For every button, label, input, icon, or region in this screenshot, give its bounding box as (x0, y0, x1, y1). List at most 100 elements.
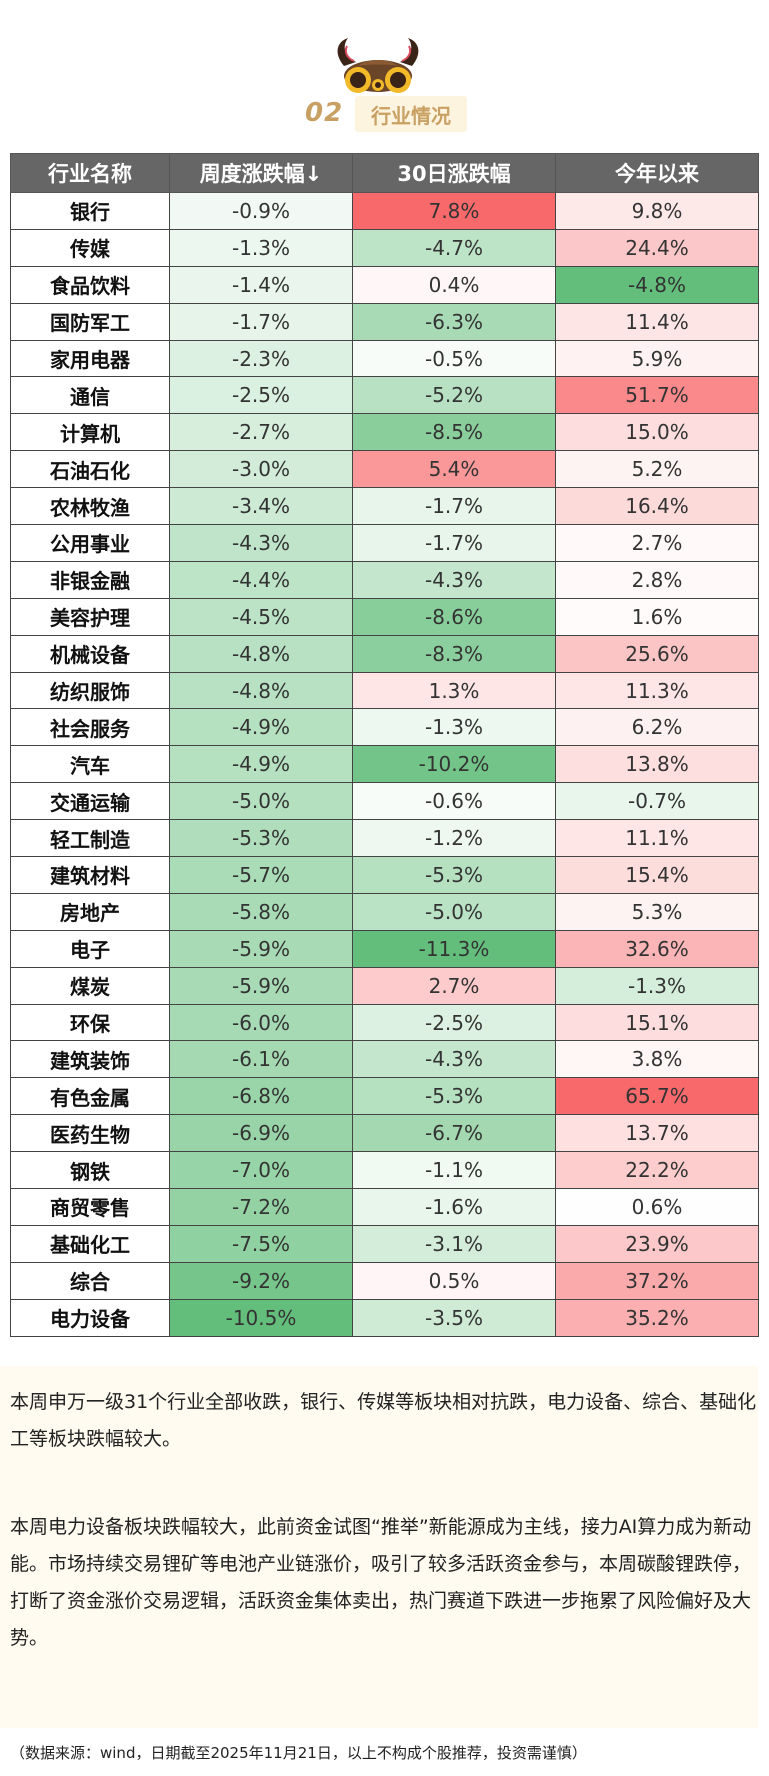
table-row: 医药生物 -6.9% -6.7% 13.7% (10, 1114, 759, 1153)
weekly-change-cell: -6.1% (169, 1040, 353, 1079)
table-row: 环保 -6.0% -2.5% 15.1% (10, 1003, 759, 1042)
30day-change-cell: -1.2% (352, 819, 556, 858)
ytd-change-cell: 11.4% (555, 302, 759, 341)
industry-name-cell: 传媒 (10, 228, 170, 267)
ytd-change-cell: -4.8% (555, 265, 759, 304)
table-row: 钢铁 -7.0% -1.1% 22.2% (10, 1151, 759, 1190)
30day-change-cell: -8.5% (352, 413, 556, 452)
30day-change-cell: -5.3% (352, 856, 556, 894)
ytd-change-cell: 22.2% (555, 1151, 759, 1190)
table-row: 房地产 -5.8% -5.0% 5.3% (10, 892, 759, 931)
table-row: 建筑材料 -5.7% -5.3% 15.4% (10, 856, 759, 894)
ytd-change-cell: 15.1% (555, 1003, 759, 1042)
industry-name-cell: 建筑材料 (10, 856, 170, 894)
table-row: 建筑装饰 -6.1% -4.3% 3.8% (10, 1040, 759, 1079)
header-industry-name: 行业名称 (10, 153, 170, 193)
industry-name-cell: 交通运输 (10, 782, 170, 821)
ytd-change-cell: 2.8% (555, 560, 759, 599)
table-row: 公用事业 -4.3% -1.7% 2.7% (10, 524, 759, 562)
ytd-change-cell: 13.8% (555, 745, 759, 784)
table-row: 纺织服饰 -4.8% 1.3% 11.3% (10, 671, 759, 710)
data-source-note: （数据来源：wind，日期截至2025年11月21日，以上不构成个股推荐，投资需… (10, 1744, 587, 1762)
industry-name-cell: 美容护理 (10, 597, 170, 636)
commentary-paragraph-2: 本周电力设备板块跌幅较大，此前资金试图“推举”新能源成为主线，接力AI算力成为新… (10, 1516, 752, 1649)
ytd-change-cell: 0.6% (555, 1188, 759, 1226)
weekly-change-cell: -5.0% (169, 782, 353, 821)
ytd-change-cell: 1.6% (555, 597, 759, 636)
ytd-change-cell: 11.3% (555, 671, 759, 710)
ox-mascot-icon (337, 38, 419, 93)
30day-change-cell: -1.1% (352, 1151, 556, 1190)
table-row: 轻工制造 -5.3% -1.2% 11.1% (10, 819, 759, 858)
industry-name-cell: 电子 (10, 929, 170, 968)
weekly-change-cell: -7.5% (169, 1224, 353, 1263)
30day-change-cell: -11.3% (352, 929, 556, 968)
table-row: 通信 -2.5% -5.2% 51.7% (10, 376, 759, 415)
ytd-change-cell: -1.3% (555, 966, 759, 1005)
ytd-change-cell: 32.6% (555, 929, 759, 968)
30day-change-cell: -1.7% (352, 487, 556, 526)
ytd-change-cell: 37.2% (555, 1261, 759, 1300)
weekly-change-cell: -4.3% (169, 524, 353, 562)
weekly-change-cell: -5.9% (169, 929, 353, 968)
weekly-change-cell: -4.5% (169, 597, 353, 636)
section-header: 02 行业情况 (0, 0, 769, 140)
ytd-change-cell: 11.1% (555, 819, 759, 858)
30day-change-cell: 0.4% (352, 265, 556, 304)
weekly-change-cell: -0.9% (169, 192, 353, 230)
header-30day-change: 30日涨跌幅 (352, 153, 556, 193)
table-body: 银行 -0.9% 7.8% 9.8% 传媒 -1.3% -4.7% 24.4% 食品饮料 -1.4… (10, 192, 759, 1337)
weekly-change-cell: -4.8% (169, 634, 353, 673)
30day-change-cell: -1.3% (352, 708, 556, 747)
industry-name-cell: 综合 (10, 1261, 170, 1300)
ytd-change-cell: 65.7% (555, 1077, 759, 1116)
weekly-change-cell: -2.7% (169, 413, 353, 452)
weekly-change-cell: -7.2% (169, 1188, 353, 1226)
table-row: 食品饮料 -1.4% 0.4% -4.8% (10, 265, 759, 304)
weekly-change-cell: -9.2% (169, 1261, 353, 1300)
ytd-change-cell: 51.7% (555, 376, 759, 415)
industry-name-cell: 食品饮料 (10, 265, 170, 304)
30day-change-cell: -1.6% (352, 1188, 556, 1226)
30day-change-cell: -4.7% (352, 228, 556, 267)
weekly-change-cell: -2.3% (169, 339, 353, 378)
industry-name-cell: 机械设备 (10, 634, 170, 673)
weekly-change-cell: -5.3% (169, 819, 353, 858)
industry-name-cell: 国防军工 (10, 302, 170, 341)
industry-name-cell: 医药生物 (10, 1114, 170, 1153)
30day-change-cell: -4.3% (352, 560, 556, 599)
30day-change-cell: -8.3% (352, 634, 556, 673)
industry-name-cell: 房地产 (10, 892, 170, 931)
30day-change-cell: -5.3% (352, 1077, 556, 1116)
weekly-change-cell: -4.9% (169, 745, 353, 784)
table-row: 商贸零售 -7.2% -1.6% 0.6% (10, 1188, 759, 1226)
ytd-change-cell: 13.7% (555, 1114, 759, 1153)
30day-change-cell: -4.3% (352, 1040, 556, 1079)
table-row: 电力设备 -10.5% -3.5% 35.2% (10, 1298, 759, 1337)
industry-name-cell: 轻工制造 (10, 819, 170, 858)
weekly-change-cell: -10.5% (169, 1298, 353, 1337)
ytd-change-cell: 24.4% (555, 228, 759, 267)
30day-change-cell: -6.3% (352, 302, 556, 341)
weekly-change-cell: -1.4% (169, 265, 353, 304)
30day-change-cell: -1.7% (352, 524, 556, 562)
ytd-change-cell: 9.8% (555, 192, 759, 230)
weekly-change-cell: -4.9% (169, 708, 353, 747)
weekly-change-cell: -1.7% (169, 302, 353, 341)
30day-change-cell: 0.5% (352, 1261, 556, 1300)
weekly-change-cell: -3.4% (169, 487, 353, 526)
industry-name-cell: 电力设备 (10, 1298, 170, 1337)
weekly-change-cell: -6.8% (169, 1077, 353, 1116)
weekly-change-cell: -4.4% (169, 560, 353, 599)
industry-name-cell: 纺织服饰 (10, 671, 170, 710)
ytd-change-cell: 3.8% (555, 1040, 759, 1079)
industry-name-cell: 银行 (10, 192, 170, 230)
table-row: 农林牧渔 -3.4% -1.7% 16.4% (10, 487, 759, 526)
ytd-change-cell: 5.9% (555, 339, 759, 378)
weekly-change-cell: -7.0% (169, 1151, 353, 1190)
ytd-change-cell: 5.3% (555, 892, 759, 931)
commentary-box (0, 1366, 758, 1728)
table-row: 家用电器 -2.3% -0.5% 5.9% (10, 339, 759, 378)
table-row: 计算机 -2.7% -8.5% 15.0% (10, 413, 759, 452)
table-row: 汽车 -4.9% -10.2% 13.8% (10, 745, 759, 784)
